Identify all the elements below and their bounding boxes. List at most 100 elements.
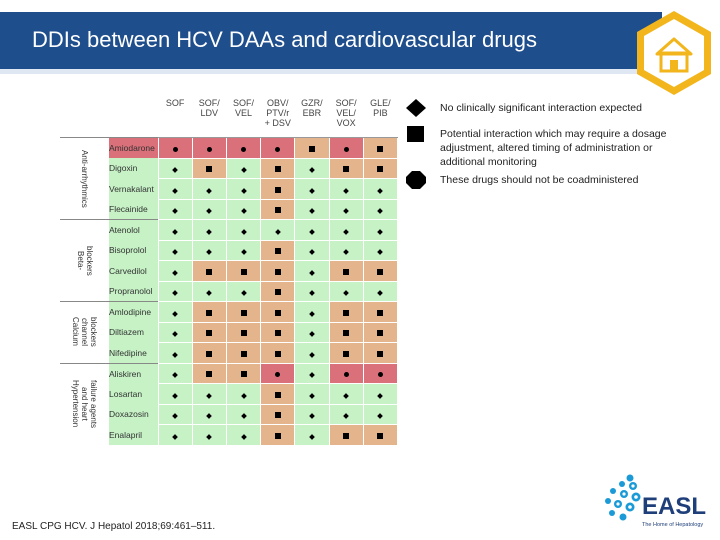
square-icon bbox=[343, 350, 350, 357]
column-header: SOF/VEL/VOX bbox=[329, 98, 364, 138]
square-icon bbox=[274, 207, 281, 214]
interaction-cell bbox=[328, 239, 364, 261]
interaction-cell bbox=[328, 137, 364, 159]
diamond-icon bbox=[240, 228, 247, 235]
interaction-cell bbox=[362, 178, 399, 200]
interaction-cell bbox=[260, 157, 296, 179]
diamond-icon bbox=[206, 228, 213, 235]
interaction-cell bbox=[294, 239, 330, 261]
interaction-cell bbox=[294, 362, 330, 384]
diamond-icon bbox=[206, 249, 213, 256]
diamond-icon bbox=[377, 413, 384, 420]
square-icon bbox=[274, 268, 281, 275]
interaction-cell bbox=[225, 178, 262, 200]
diamond-icon bbox=[343, 413, 349, 420]
square-icon bbox=[274, 432, 281, 439]
interaction-cell bbox=[191, 424, 227, 446]
diamond-icon bbox=[240, 433, 247, 440]
octagon-icon bbox=[206, 146, 212, 152]
interaction-cell bbox=[328, 198, 364, 220]
diamond-icon bbox=[309, 351, 315, 358]
drug-name: Bisoprolol bbox=[109, 240, 158, 261]
interaction-cell bbox=[362, 383, 399, 405]
interaction-cell bbox=[260, 137, 296, 159]
interaction-cell bbox=[328, 424, 364, 446]
table-row: Enalapril bbox=[60, 424, 399, 446]
diamond-icon bbox=[172, 413, 178, 420]
diamond-icon bbox=[206, 433, 213, 440]
column-header-line: GLE/ bbox=[370, 98, 391, 108]
diamond-icon bbox=[377, 208, 384, 215]
drug-name: Propranolol bbox=[109, 281, 158, 302]
easl-logo: EASL The Home of Hepatology bbox=[605, 474, 706, 528]
column-header: GLE/PIB bbox=[363, 98, 398, 138]
interaction-cell bbox=[328, 321, 364, 343]
logo-tagline: The Home of Hepatology bbox=[642, 522, 703, 528]
logo-dot-highlights bbox=[616, 484, 638, 509]
diamond-icon bbox=[172, 433, 178, 440]
square-icon bbox=[377, 330, 384, 337]
diamond-icon bbox=[172, 167, 178, 174]
interaction-cell bbox=[294, 137, 330, 159]
drug-class-line: Hypertension bbox=[71, 380, 80, 428]
interaction-cell bbox=[362, 157, 399, 179]
column-header-line: VEL/ bbox=[336, 108, 356, 118]
drug-class-label: Beta-blockers bbox=[60, 219, 109, 302]
home-icon[interactable] bbox=[633, 8, 715, 98]
legend-text: These drugs should not be coadministered bbox=[440, 174, 639, 186]
interaction-cell bbox=[328, 342, 364, 364]
square-icon bbox=[274, 186, 281, 193]
diamond-icon bbox=[309, 310, 315, 317]
square-icon bbox=[274, 309, 281, 316]
square-icon bbox=[308, 145, 315, 152]
table-header-row: SOF SOF/LDV SOF/VEL OBV/PTV/r + DSV GZR/EBR SO… bbox=[60, 98, 398, 138]
drug-class-line: Calcium bbox=[71, 317, 80, 347]
table-row: Digoxin bbox=[60, 157, 399, 179]
interaction-cell bbox=[191, 301, 227, 323]
diamond-icon bbox=[309, 372, 315, 379]
interaction-cell bbox=[328, 260, 364, 282]
interaction-cell bbox=[157, 424, 193, 446]
interaction-cell bbox=[191, 383, 227, 405]
interaction-cell bbox=[362, 137, 399, 159]
table-row: Diltiazem bbox=[60, 321, 399, 343]
drug-class-line: Beta- bbox=[75, 250, 85, 271]
interaction-cell bbox=[362, 424, 399, 446]
diamond-icon bbox=[406, 99, 426, 117]
interaction-cell bbox=[191, 239, 227, 261]
drug-name: Losartan bbox=[109, 383, 158, 404]
interaction-cell bbox=[225, 198, 262, 220]
interaction-cell bbox=[157, 198, 193, 220]
interaction-cell bbox=[260, 280, 296, 302]
diamond-icon bbox=[377, 392, 384, 399]
drug-name: Carvedilol bbox=[109, 260, 158, 281]
column-header-line: + DSV bbox=[264, 118, 291, 128]
square-icon bbox=[377, 309, 384, 316]
interaction-cell bbox=[362, 342, 399, 364]
column-header: OBV/PTV/r + DSV bbox=[260, 98, 295, 138]
table-corner bbox=[60, 98, 158, 138]
interaction-cell bbox=[191, 219, 227, 241]
drug-class-line: blockers bbox=[84, 245, 94, 276]
interaction-cell bbox=[294, 280, 330, 302]
interaction-cell bbox=[260, 321, 296, 343]
column-header-line: SOF/ bbox=[233, 98, 255, 108]
drug-name: Diltiazem bbox=[109, 322, 158, 343]
interaction-cell bbox=[157, 342, 193, 364]
drug-name: Amlodipine bbox=[109, 301, 158, 322]
interaction-cell bbox=[260, 178, 296, 200]
column-header-line: PIB bbox=[373, 108, 388, 118]
square-icon bbox=[240, 330, 247, 337]
square-icon bbox=[274, 350, 281, 357]
drug-class-text: Anti-arrhythmics bbox=[80, 150, 89, 208]
diamond-icon bbox=[240, 208, 247, 215]
interaction-cell bbox=[294, 383, 330, 405]
square-icon bbox=[343, 166, 350, 173]
legend-text: Potential interaction which may require … bbox=[440, 128, 667, 168]
interaction-cell bbox=[362, 301, 399, 323]
drug-name: Enalapril bbox=[109, 424, 158, 445]
diamond-icon bbox=[377, 187, 384, 194]
interaction-cell bbox=[157, 137, 193, 159]
column-header-line: EBR bbox=[302, 108, 322, 118]
drug-class-line: failure agents bbox=[89, 380, 98, 429]
